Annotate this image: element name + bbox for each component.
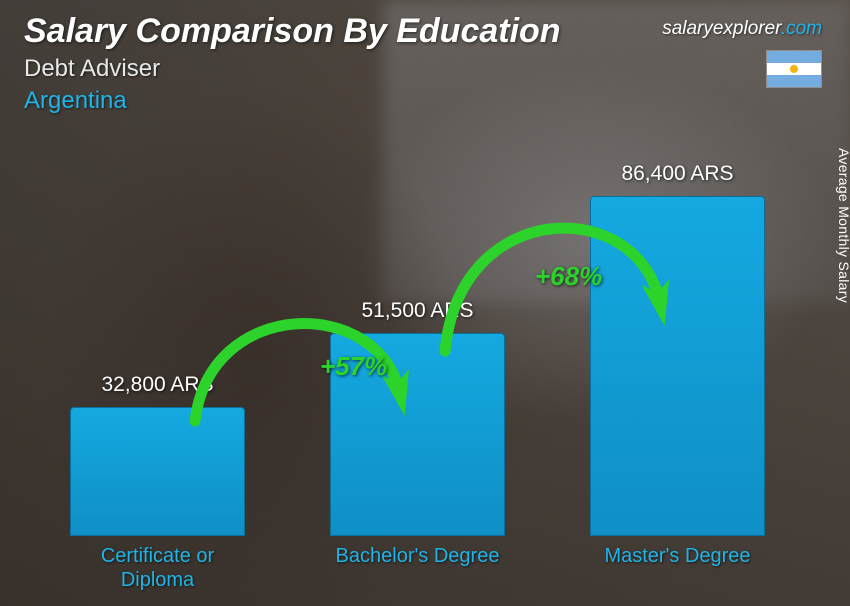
bar <box>70 407 245 536</box>
flag-stripe-bot <box>767 75 821 87</box>
bar-category-label: Bachelor's Degree <box>330 544 505 568</box>
increase-percent-label: +57% <box>320 351 387 382</box>
flag-stripe-top <box>767 51 821 63</box>
increase-percent-label: +68% <box>535 261 602 292</box>
watermark: salaryexplorer.com <box>662 18 822 40</box>
bar-value-label: 51,500 ARS <box>330 299 505 323</box>
chart-country: Argentina <box>24 87 826 115</box>
flag-argentina <box>766 50 822 88</box>
watermark-brand: salaryexplorer <box>662 18 781 39</box>
bar-value-label: 32,800 ARS <box>70 373 245 397</box>
bar-category-label: Master's Degree <box>590 544 765 568</box>
bar-group: 32,800 ARSCertificate or Diploma <box>70 196 245 536</box>
bar-group: 86,400 ARSMaster's Degree <box>590 196 765 536</box>
watermark-suffix: .com <box>781 18 822 39</box>
bar <box>590 196 765 536</box>
bar-chart: 32,800 ARSCertificate or Diploma 51,500 A… <box>60 156 790 536</box>
bar-category-label: Certificate or Diploma <box>70 544 245 592</box>
chart-subtitle: Debt Adviser <box>24 55 826 83</box>
y-axis-label: Average Monthly Salary <box>836 148 850 303</box>
flag-stripe-mid <box>767 63 821 75</box>
flag-sun-icon <box>790 65 798 73</box>
bar-value-label: 86,400 ARS <box>590 162 765 186</box>
